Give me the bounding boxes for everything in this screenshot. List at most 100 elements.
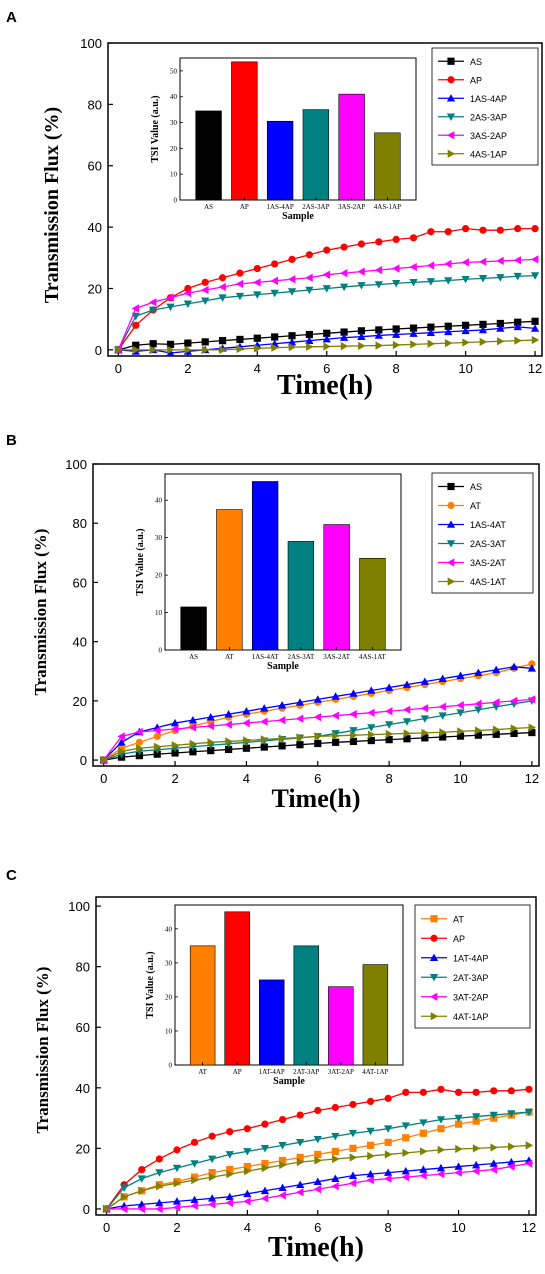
data-point [332, 731, 340, 740]
data-point [472, 1088, 480, 1096]
data-point [287, 275, 296, 284]
data-point [190, 1173, 199, 1181]
legend-label: 1AS-4AT [470, 520, 506, 530]
data-point [331, 1147, 339, 1155]
data-point [472, 1117, 480, 1125]
legend-label: 3AS-2AP [470, 131, 507, 141]
data-point [242, 707, 251, 715]
data-point [385, 707, 393, 716]
data-point [492, 698, 500, 707]
inset-bar [362, 964, 389, 1066]
data-point [472, 1144, 481, 1153]
data-point [305, 336, 314, 344]
data-point [173, 1179, 182, 1188]
y-tick-label: 80 [73, 516, 87, 531]
inset-y-tick-label: 50 [170, 67, 178, 75]
legend-marker [446, 540, 456, 548]
data-point [385, 721, 394, 729]
data-point [349, 710, 357, 719]
data-point [103, 1204, 111, 1214]
inset-bar-chart: 0 10 20 30 40 50 AS AP 1AS-4AP 2AS-3AP 3AS-2AP 4AS-… [150, 57, 417, 222]
data-point [454, 1114, 463, 1123]
data-point [421, 728, 429, 737]
data-point [339, 283, 349, 292]
data-point [436, 1169, 445, 1179]
data-point [155, 1155, 163, 1163]
data-point [475, 726, 483, 735]
data-point [314, 732, 322, 741]
data-point [490, 1143, 498, 1152]
x-tick-label: 2 [184, 361, 191, 376]
data-point [132, 341, 140, 349]
data-point [350, 731, 358, 740]
data-point [296, 1188, 304, 1197]
inset-y-title: TSI Value (a.u.) [145, 951, 156, 1018]
data-point [313, 1177, 322, 1185]
inset-y-tick-label: 0 [174, 197, 178, 205]
x-tick-label: 4 [243, 771, 250, 786]
data-point [348, 1171, 358, 1179]
data-point [357, 332, 366, 340]
data-point [392, 330, 401, 338]
data-point [190, 1160, 199, 1168]
inset-y-tick-label: 40 [170, 93, 178, 101]
data-point [183, 288, 192, 298]
data-point [420, 677, 429, 685]
inset-x-tick-label: AS [204, 203, 213, 211]
data-point [472, 1160, 481, 1169]
data-point [236, 335, 244, 344]
data-point [305, 251, 313, 259]
data-point [225, 737, 233, 746]
data-point [367, 730, 376, 739]
data-point [420, 704, 429, 713]
series-AS [114, 317, 539, 354]
data-point [322, 270, 331, 279]
data-point [190, 1138, 199, 1146]
data-point [201, 285, 209, 295]
x-tick-label: 2 [171, 771, 178, 786]
data-point [235, 279, 244, 289]
data-point [462, 321, 470, 329]
data-point [444, 322, 452, 330]
data-point [260, 1194, 269, 1203]
data-point [444, 259, 452, 269]
inset-bar [258, 979, 285, 1066]
inset-y-title: TSI Value (a.u.) [150, 95, 161, 162]
data-point [278, 1142, 287, 1150]
data-point [367, 724, 376, 732]
legend-label: 1AS-4AP [470, 94, 507, 104]
plot-frame [95, 896, 537, 1216]
data-point [191, 1176, 199, 1185]
data-point [439, 733, 447, 741]
data-point [153, 726, 161, 735]
data-point [403, 735, 411, 743]
series-2AT-3AP [102, 1108, 534, 1214]
data-point [513, 272, 522, 281]
y-tick-label: 0 [83, 1202, 90, 1217]
inset-y-tick-label: 40 [155, 497, 163, 505]
inset-bar [287, 541, 315, 651]
data-point [426, 261, 435, 270]
data-point [261, 1163, 270, 1173]
data-point [153, 732, 161, 740]
data-point [528, 723, 537, 732]
data-point [278, 742, 286, 750]
data-point [367, 708, 375, 717]
data-point [514, 336, 522, 345]
inset-bar [293, 945, 320, 1066]
legend-label: 3AS-2AT [470, 558, 506, 568]
inset-y-tick-label: 20 [165, 993, 173, 1001]
data-point [340, 342, 349, 351]
data-point [288, 342, 297, 352]
data-point [367, 1151, 375, 1161]
data-point [253, 291, 262, 299]
data-point [357, 282, 366, 290]
x-tick-label: 0 [115, 361, 122, 376]
inset-bar [216, 509, 243, 651]
series-4AS-1AP [115, 335, 540, 355]
legend-label: AS [470, 482, 482, 492]
inset-x-tick-label: 2AS-3AP [302, 203, 329, 211]
data-point [305, 286, 314, 295]
data-point [166, 340, 175, 348]
